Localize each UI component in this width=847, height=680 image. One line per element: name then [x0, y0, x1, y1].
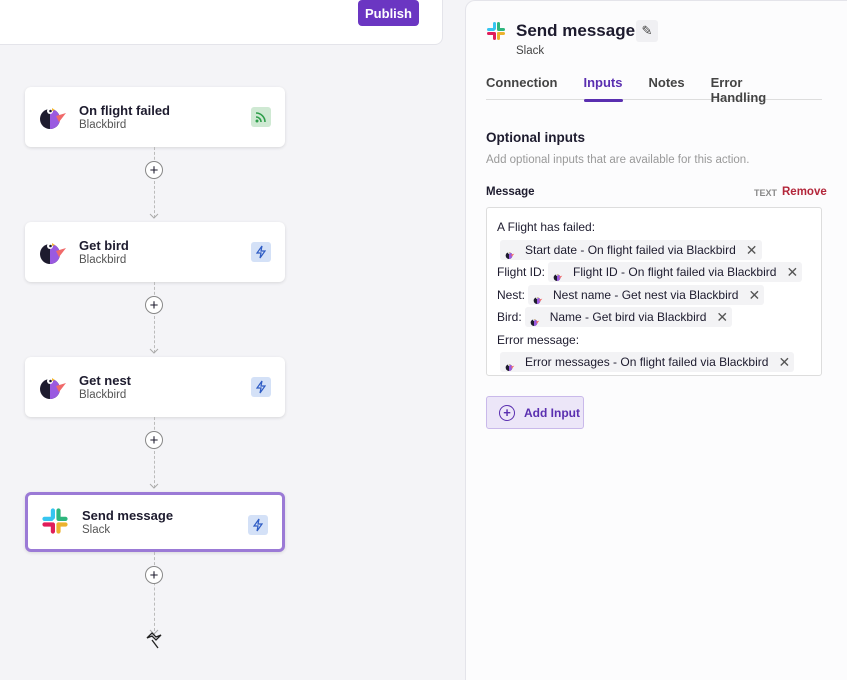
flag-end-icon: [146, 632, 162, 649]
connector-line: [154, 417, 155, 488]
add-input-label: Add Input: [524, 405, 580, 420]
message-line: Flight ID: Flight ID - On flight failed v…: [497, 261, 811, 284]
arrow-down-icon: [149, 483, 159, 489]
workflow-node[interactable]: Get nest Blackbird: [25, 357, 285, 417]
connector-line: [154, 552, 155, 636]
add-step-button[interactable]: +: [145, 431, 163, 449]
close-icon[interactable]: ✕: [716, 309, 729, 325]
connector-line: [154, 147, 155, 218]
blackbird-icon: [532, 290, 544, 304]
node-app: Slack: [82, 524, 111, 536]
lightning-icon: [248, 515, 268, 535]
workflow-node[interactable]: Send message Slack: [25, 492, 285, 552]
variable-chip[interactable]: Error messages - On flight failed via Bl…: [500, 352, 795, 373]
top-toolbar: Publish: [0, 0, 443, 45]
panel-title: Send message: [516, 21, 636, 40]
step-details-panel: Send message ✎ Slack Connection Inputs N…: [465, 0, 847, 680]
message-input[interactable]: A Flight has failed: Start date - On flig…: [486, 207, 822, 376]
add-step-button[interactable]: +: [145, 296, 163, 314]
message-line: Error message:: [497, 329, 811, 352]
plus-icon: +: [149, 431, 159, 449]
message-line: Bird: Name - Get bird via Blackbird ✕: [497, 306, 811, 329]
remove-link[interactable]: Remove: [782, 186, 827, 198]
blackbird-icon: [552, 267, 564, 282]
blackbird-icon: [38, 372, 68, 402]
pencil-icon: ✎: [641, 23, 653, 38]
lightning-icon: [251, 377, 271, 397]
arrow-down-icon: [149, 629, 159, 635]
close-icon[interactable]: ✕: [786, 264, 799, 280]
message-label: Message: [486, 186, 535, 198]
arrow-down-icon: [149, 348, 159, 354]
chip-label: Flight ID - On flight failed via Blackbi…: [573, 265, 777, 279]
node-app: Blackbird: [79, 254, 127, 266]
plus-icon: +: [149, 161, 159, 179]
add-step-button[interactable]: +: [145, 161, 163, 179]
tab-error-handling[interactable]: Error Handling: [710, 75, 767, 105]
message-text: Nest:: [497, 287, 526, 302]
variable-chip[interactable]: Name - Get bird via Blackbird ✕: [524, 307, 733, 328]
chip-label: Start date - On flight failed via Blackb…: [525, 242, 736, 257]
panel-tabs: Connection Inputs Notes Error Handling: [486, 75, 822, 105]
section-title: Optional inputs: [486, 130, 585, 145]
blackbird-icon: [504, 245, 516, 259]
variable-chip[interactable]: Start date - On flight failed via Blackb…: [500, 239, 762, 260]
variable-chip[interactable]: Nest name - Get nest via Blackbird ✕: [528, 284, 765, 305]
workflow-node[interactable]: On flight failed Blackbird: [25, 87, 285, 147]
node-app: Blackbird: [79, 119, 127, 131]
node-app: Blackbird: [79, 389, 127, 401]
message-text: A Flight has failed:: [497, 220, 596, 234]
tab-inputs[interactable]: Inputs: [583, 75, 623, 102]
add-step-button[interactable]: +: [145, 566, 163, 584]
rss-icon: [251, 107, 271, 127]
blackbird-icon: [38, 102, 68, 132]
close-icon[interactable]: ✕: [778, 354, 791, 370]
tab-notes[interactable]: Notes: [648, 75, 685, 90]
workflow-node[interactable]: Get bird Blackbird: [25, 222, 285, 282]
slack-icon: [41, 507, 71, 537]
plus-icon: +: [149, 566, 159, 584]
tab-connection[interactable]: Connection: [486, 75, 558, 90]
message-text: Error message:: [497, 332, 580, 347]
message-text: Bird:: [497, 310, 522, 324]
field-type: TEXT: [754, 188, 778, 198]
node-title: On flight failed: [79, 103, 170, 118]
lightning-icon: [251, 242, 271, 262]
plus-circle-icon: +: [499, 404, 515, 421]
node-title: Get bird: [79, 238, 129, 253]
node-title: Get nest: [79, 373, 132, 388]
edit-title-button[interactable]: ✎: [636, 20, 658, 42]
section-description: Add optional inputs that are available f…: [486, 154, 750, 166]
close-icon[interactable]: ✕: [748, 286, 761, 303]
blackbird-icon: [38, 237, 68, 267]
publish-button[interactable]: Publish: [358, 0, 419, 26]
message-text: Flight ID:: [497, 265, 546, 279]
slack-icon: [42, 508, 68, 534]
message-line: Nest: Nest name - Get nest via Blackbird ✕: [497, 284, 811, 307]
blackbird-icon: [529, 312, 541, 327]
message-line: Error messages - On flight failed via Bl…: [497, 351, 811, 374]
panel-app: Slack: [516, 45, 545, 57]
message-line: A Flight has failed:: [497, 216, 811, 239]
variable-chip[interactable]: Flight ID - On flight failed via Blackbi…: [548, 262, 803, 283]
chip-label: Error messages - On flight failed via Bl…: [525, 355, 769, 369]
add-input-button[interactable]: + Add Input: [486, 396, 584, 429]
chip-label: Nest name - Get nest via Blackbird: [553, 287, 739, 302]
node-title: Send message: [82, 508, 174, 523]
slack-icon: [487, 22, 505, 40]
close-icon[interactable]: ✕: [745, 241, 758, 258]
arrow-down-icon: [149, 213, 159, 219]
connector-line: [154, 282, 155, 353]
message-line: Start date - On flight failed via Blackb…: [497, 239, 811, 262]
blackbird-icon: [504, 357, 516, 372]
chip-label: Name - Get bird via Blackbird: [549, 310, 707, 324]
plus-icon: +: [149, 296, 159, 314]
